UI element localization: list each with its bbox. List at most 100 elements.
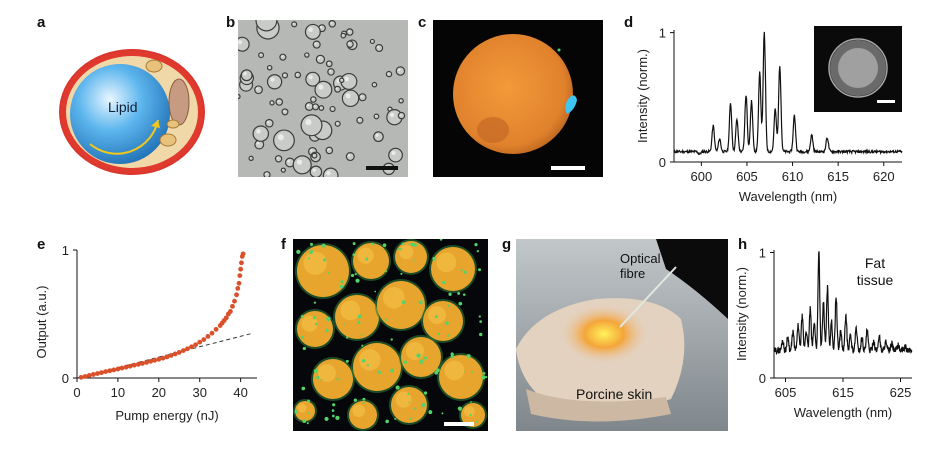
panel-label-b: b [226,14,236,31]
droplet [309,165,323,177]
droplet [397,111,406,120]
droplet-highlight [287,159,290,163]
droplet-highlight [311,97,314,100]
fluorescent-speck [360,334,363,336]
droplet [371,81,378,88]
fluorescent-speck [357,314,362,319]
droplet-highlight [313,154,315,156]
droplet-highlight [282,168,284,171]
droplet-highlight [348,42,351,45]
data-point [235,286,241,291]
droplet [238,93,241,100]
droplet [274,155,283,163]
inset-droplet-core [838,48,878,88]
data-point [131,362,137,368]
fluorescent-speck [312,315,317,320]
droplet-highlight [249,157,252,159]
y-tick-label: 1 [659,26,666,41]
cell-highlight [357,247,374,264]
droplet-highlight [267,121,270,124]
droplet [311,152,318,159]
droplet-highlight [243,71,247,76]
fluorescent-speck [463,270,467,275]
droplet-field [238,20,406,177]
fluorescent-speck [325,328,329,333]
droplet [322,167,339,177]
fluorescent-speck [307,399,310,403]
cell-highlight [428,306,446,324]
fluorescent-speck [401,242,405,246]
fluorescent-speck [475,420,478,423]
data-point [223,315,229,321]
droplet-highlight [375,115,377,117]
fluorescent-speck [479,332,483,337]
fluorescent-speck [362,402,365,404]
data-point [111,367,117,373]
arrow-head-icon [151,120,160,128]
droplet-highlight [347,154,351,157]
cell-highlight [383,287,405,309]
droplet [312,103,320,111]
cell-highlight [352,404,366,418]
panel-label-e: e [37,236,46,253]
fluorescent-speck [434,315,438,319]
droplet [334,85,342,93]
fluorescent-speck [313,368,319,374]
droplet-highlight [391,151,396,156]
droplet-highlight [265,172,267,175]
fluorescent-speck [307,257,311,260]
panel-label-a: a [37,14,46,31]
data-point [213,326,219,332]
data-point [123,364,129,370]
fluorescent-speck [450,354,455,359]
fluorescent-speck [361,344,364,347]
cell-highlight [406,342,424,360]
data-point [107,368,113,374]
x-axis-label: Wavelength (nm) [739,189,838,204]
x-tick-label: 600 [691,169,713,184]
droplet [328,20,337,28]
fluorescent-speck [345,336,349,339]
fluorescent-speck [418,300,423,305]
fluorescent-speck [482,372,486,375]
panel-label-c: c [418,14,427,31]
fluorescent-speck [352,253,355,256]
fluorescent-speck [374,290,377,293]
y-tick-label: 1 [62,243,69,258]
droplet [312,40,321,49]
droplet [395,66,406,76]
fluorescent-speck [441,412,444,415]
x-tick-label: 10 [111,385,125,400]
droplet [292,155,312,175]
fluorescent-speck [398,248,401,251]
droplet [248,155,254,161]
fluorescent-speck [390,338,393,341]
panel-label-g: g [502,236,512,253]
droplet-highlight [256,141,260,145]
cell-highlight [395,391,412,408]
droplet-highlight [360,95,363,98]
fluorescent-speck [466,354,471,359]
nucleus [168,78,190,126]
cell-highlight [318,364,336,382]
fluorescent-speck [300,335,305,339]
x-tick-label: 615 [827,169,849,184]
fluorescent-speck [445,321,449,325]
droplet [279,53,287,61]
droplet-highlight [292,22,295,25]
droplet-highlight [336,122,338,124]
droplet-highlight [340,79,342,81]
fluorescent-speck [362,397,366,401]
data-point [148,358,154,364]
x-tick-label: 30 [192,385,206,400]
data-point [240,251,246,257]
fluorescent-speck [485,375,488,379]
fluorescent-speck [315,322,318,326]
fluorescent-speck [434,370,439,375]
x-tick-label: 615 [832,385,854,400]
droplet [339,77,345,84]
y-tick-label: 0 [62,371,69,386]
data-point [156,356,162,362]
fluorescent-speck [326,316,331,322]
droplet-highlight [375,133,379,137]
